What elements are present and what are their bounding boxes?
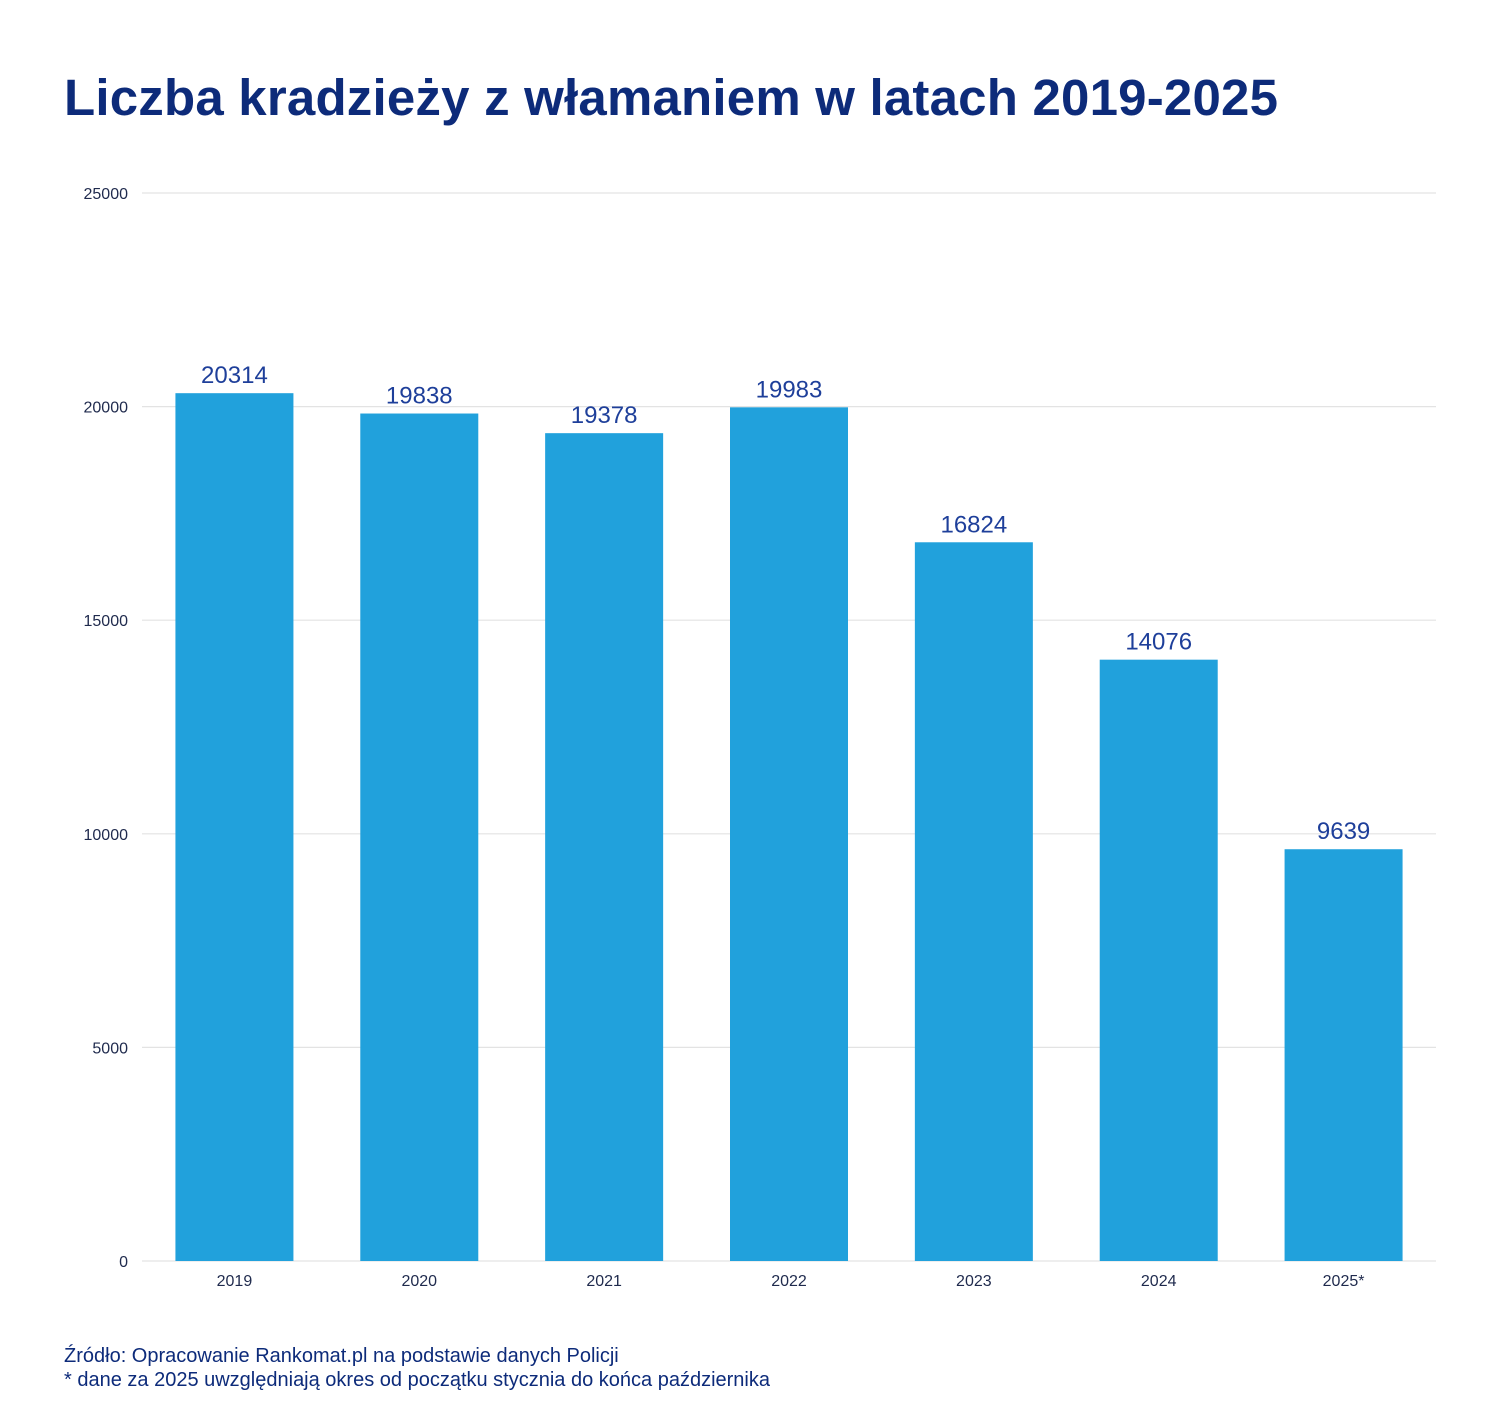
footer: Źródło: Opracowanie Rankomat.pl na podst… (64, 1344, 770, 1392)
y-tick-label: 25000 (84, 186, 129, 203)
x-tick-label: 2019 (217, 1273, 253, 1290)
x-axis-ticks: 2019 2020 2021 2022 2023 2024 2025* (217, 1273, 1365, 1290)
bar-2025 (1284, 849, 1403, 1261)
value-label: 19838 (386, 383, 453, 410)
value-label: 20314 (201, 362, 268, 389)
x-tick-label: 2022 (771, 1273, 807, 1290)
bar-2024 (1099, 659, 1218, 1261)
x-tick-label: 2021 (586, 1273, 622, 1290)
y-tick-label: 5000 (92, 1040, 128, 1057)
source-note: Źródło: Opracowanie Rankomat.pl na podst… (64, 1345, 619, 1367)
bars (175, 393, 1403, 1261)
x-tick-label: 2025* (1323, 1273, 1365, 1290)
bar-2022 (730, 407, 848, 1261)
y-axis-ticks: 0 5000 10000 15000 20000 25000 (84, 186, 129, 1271)
value-label: 9639 (1317, 818, 1370, 845)
x-tick-label: 2020 (401, 1273, 437, 1290)
x-tick-label: 2023 (956, 1273, 992, 1290)
chart-title: Liczba kradzieży z włamaniem w latach 20… (64, 69, 1279, 126)
y-tick-label: 15000 (84, 613, 129, 630)
bar-2023 (914, 542, 1033, 1261)
bar-2020 (360, 413, 479, 1261)
x-tick-label: 2024 (1141, 1273, 1177, 1290)
y-tick-label: 0 (119, 1254, 128, 1271)
bar-2019 (175, 393, 294, 1261)
footnote: * dane za 2025 uwzględniają okres od poc… (64, 1369, 770, 1391)
bar-2021 (545, 433, 664, 1261)
value-label: 16824 (940, 511, 1007, 538)
value-label: 19378 (571, 402, 638, 429)
value-label: 14076 (1125, 629, 1192, 656)
y-tick-label: 20000 (84, 400, 129, 417)
y-tick-label: 10000 (84, 827, 129, 844)
value-label: 19983 (756, 376, 823, 403)
value-labels: 20314 19838 19378 19983 16824 14076 9639 (201, 362, 1370, 845)
